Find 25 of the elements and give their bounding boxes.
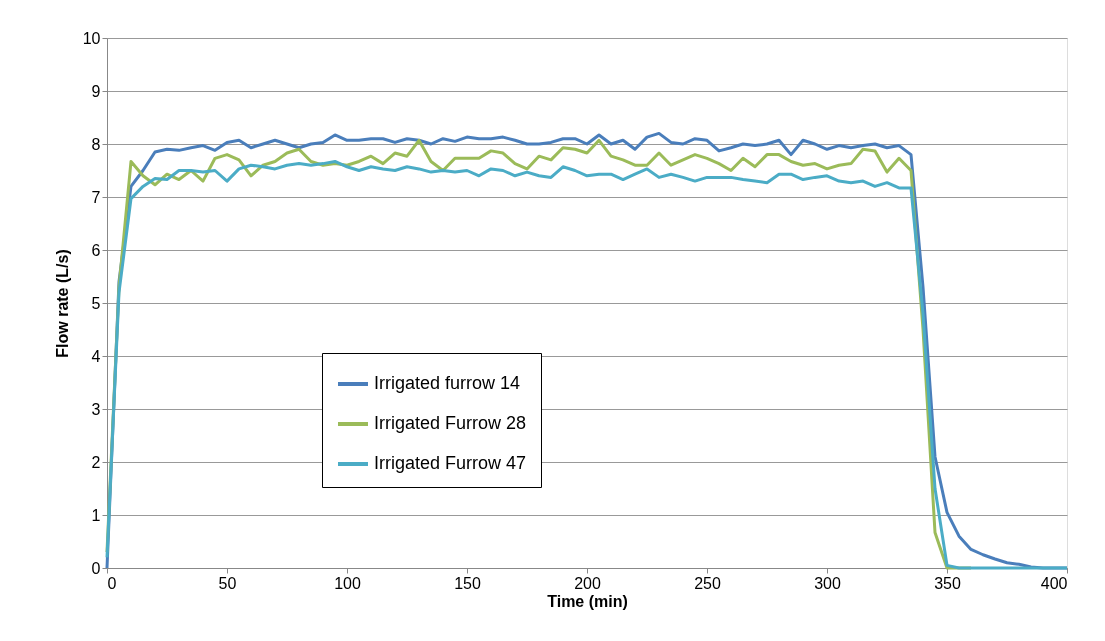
y-tick-label: 0 [91,559,101,577]
y-axis-title: Flow rate (L/s) [53,249,71,358]
x-tick-label: 350 [934,574,961,592]
y-tick-label: 2 [91,453,101,471]
x-tick-label: 0 [107,574,117,592]
y-tick-label: 7 [91,188,101,206]
y-tick-label: 6 [91,241,101,259]
x-tick-label: 250 [694,574,721,592]
x-tick-label: 300 [814,574,841,592]
y-tick-label: 8 [91,135,101,153]
y-tick-label: 4 [91,347,101,365]
x-tick-label: 200 [574,574,601,592]
y-tick-label: 3 [91,400,101,418]
x-tick-label: 150 [454,574,481,592]
x-tick-label: 100 [334,574,361,592]
x-tick-label: 50 [218,574,237,592]
y-tick-label: 9 [91,82,101,100]
y-tick-label: 1 [91,506,101,524]
y-tick-label: 10 [82,29,101,47]
x-axis-title: Time (min) [547,592,628,610]
legend-label: Irrigated Furrow 47 [374,453,527,473]
x-tick-label: 400 [1040,574,1068,592]
legend-label: Irrigated furrow 14 [374,373,521,393]
legend-label: Irrigated Furrow 28 [374,413,527,433]
y-tick-label: 5 [91,294,101,312]
